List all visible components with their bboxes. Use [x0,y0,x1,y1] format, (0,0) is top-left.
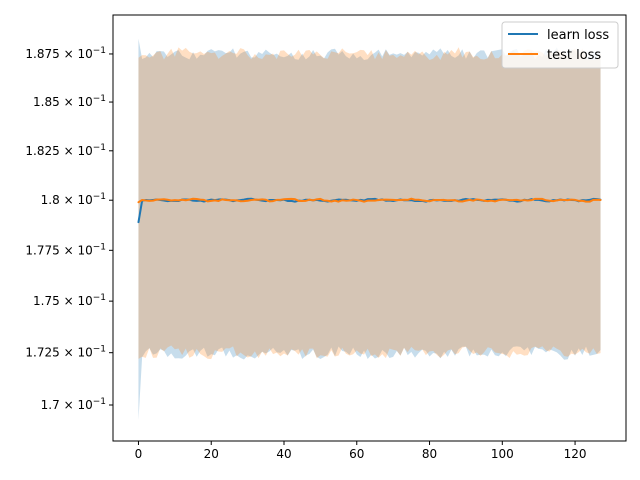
series-line-test-loss [137,197,602,204]
x-tick-label: 100 [491,447,514,461]
legend-label-test-loss: test loss [547,48,601,63]
x-tick-label: 60 [349,447,364,461]
series-layer [137,38,602,420]
axes-frame [112,14,627,442]
y-tick-label: 1.825 × 10−1 [25,143,106,158]
y-tick-label: 1.7 × 10−1 [41,397,106,412]
x-tick-label: 80 [422,447,437,461]
y-tick-label: 1.75 × 10−1 [33,293,106,308]
plot-area [113,15,626,441]
x-tick-label: 40 [276,447,291,461]
plot-frame [112,14,627,442]
legend-label-learn-loss: learn loss [547,28,609,43]
x-tick-label: 0 [135,447,143,461]
y-tick-label: 1.875 × 10−1 [25,46,106,61]
confidence-band-learn-loss [138,38,601,420]
confidence-band-test-loss [138,47,601,360]
x-tick-label: 120 [564,447,587,461]
y-axis: 1.7 × 10−1 1.725 × 10−1 1.75 × 10−1 1.775 ×… [25,46,113,412]
x-axis: 0 20 40 60 80 100 120 [135,441,587,461]
y-tick-label: 1.725 × 10−1 [25,345,106,360]
legend: learn loss test loss [501,21,619,69]
y-tick-label: 1.775 × 10−1 [25,242,106,257]
x-tick-label: 20 [204,447,219,461]
y-tick-label: 1.85 × 10−1 [33,94,106,109]
y-tick-label: 1.8 × 10−1 [41,192,106,207]
